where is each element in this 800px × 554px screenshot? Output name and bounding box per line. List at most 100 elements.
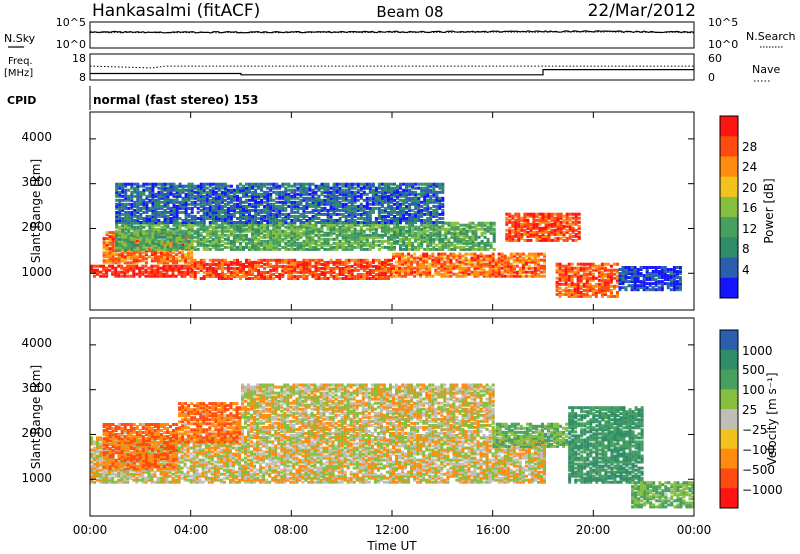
heatmap-cell xyxy=(335,229,339,233)
heatmap-cell xyxy=(562,214,566,218)
heatmap-cell xyxy=(254,198,258,202)
heatmap-cell xyxy=(399,225,402,229)
heatmap-cell xyxy=(251,192,255,196)
heatmap-cell xyxy=(365,270,369,274)
heatmap-cell xyxy=(284,225,288,229)
heatmap-cell xyxy=(571,216,575,220)
heatmap-cell xyxy=(163,239,167,243)
heatmap-cell xyxy=(217,260,221,264)
heatmap-cell xyxy=(305,231,309,235)
heatmap-cell xyxy=(419,264,423,268)
heatmap-cell xyxy=(135,266,139,270)
heatmap-cell xyxy=(239,268,242,272)
heatmap-cell xyxy=(133,233,137,237)
heatmap-cell xyxy=(205,231,209,235)
heatmap-cell xyxy=(236,270,239,274)
heatmap-cell xyxy=(129,261,133,265)
heatmap-cell xyxy=(380,223,384,227)
heatmap-cell xyxy=(287,270,291,274)
heatmap-cell xyxy=(380,198,384,202)
heatmap-cell xyxy=(151,239,155,243)
heatmap-cell xyxy=(377,194,381,198)
heatmap-cell xyxy=(570,292,574,296)
heatmap-cell xyxy=(425,274,429,278)
heatmap-cell xyxy=(477,223,481,227)
heatmap-cell xyxy=(257,192,261,196)
heatmap-cell xyxy=(242,266,245,270)
heatmap-cell xyxy=(423,192,427,196)
heatmap-cell xyxy=(420,221,424,224)
heatmap-cell xyxy=(383,229,387,233)
heatmap-cell xyxy=(380,221,384,225)
heatmap-cell xyxy=(157,206,161,210)
heatmap-cell xyxy=(350,204,354,208)
heatmap-cell xyxy=(377,264,381,268)
heatmap-cell xyxy=(245,198,248,202)
heatmap-cell xyxy=(387,194,390,198)
heatmap-cell xyxy=(480,239,484,243)
heatmap-cell xyxy=(408,204,412,208)
heatmap-cell xyxy=(368,206,372,210)
heatmap-cell xyxy=(217,198,221,202)
heatmap-cell xyxy=(426,206,430,210)
heatmap-cell xyxy=(124,214,128,218)
heatmap-cell xyxy=(485,274,489,278)
heatmap-cell xyxy=(205,243,209,247)
heatmap-cell xyxy=(251,241,255,245)
heatmap-cell xyxy=(450,231,454,235)
heatmap-cell xyxy=(483,245,487,249)
heatmap-cell xyxy=(214,219,218,222)
heatmap-cell xyxy=(390,194,393,198)
heatmap-cell xyxy=(236,247,239,251)
heatmap-cell xyxy=(169,243,172,247)
heatmap-cell xyxy=(166,182,170,186)
heatmap-cell xyxy=(115,217,119,220)
heatmap-cell xyxy=(305,258,309,262)
heatmap-cell xyxy=(151,196,155,200)
heatmap-cell xyxy=(260,231,264,235)
heatmap-cell xyxy=(374,223,378,227)
heatmap-cell xyxy=(505,216,509,220)
heatmap-cell xyxy=(160,239,164,243)
heatmap-cell xyxy=(187,229,191,233)
heatmap-cell xyxy=(214,225,218,229)
noise-left-tick-top: 10^5 xyxy=(56,16,86,29)
heatmap-cell xyxy=(281,231,285,235)
heatmap-cell xyxy=(163,217,167,220)
heatmap-cell xyxy=(290,208,294,212)
heatmap-cell xyxy=(205,239,209,243)
heatmap-cell xyxy=(190,268,194,272)
heatmap-cell xyxy=(408,231,412,235)
heatmap-cell xyxy=(181,239,185,243)
heatmap-cell xyxy=(401,266,405,270)
heatmap-cell xyxy=(405,182,409,186)
heatmap-cell xyxy=(269,221,273,224)
heatmap-cell xyxy=(320,258,324,262)
heatmap-cell xyxy=(405,198,409,202)
heatmap-cell xyxy=(193,273,197,276)
heatmap-cell xyxy=(302,184,306,188)
heatmap-cell xyxy=(564,268,568,272)
heatmap-cell xyxy=(420,243,424,247)
heatmap-cell xyxy=(111,237,115,241)
heatmap-cell xyxy=(350,182,354,186)
heatmap-cell xyxy=(160,200,164,204)
heatmap-cell xyxy=(245,273,248,276)
heatmap-cell xyxy=(344,241,348,245)
heatmap-cell xyxy=(359,208,363,212)
heatmap-cell xyxy=(359,239,363,243)
heatmap-cell xyxy=(371,202,375,206)
heatmap-cell xyxy=(181,223,185,227)
heatmap-cell xyxy=(320,262,324,266)
heatmap-cell xyxy=(257,231,261,235)
heatmap-cell xyxy=(186,272,190,276)
heatmap-cell xyxy=(429,210,433,214)
heatmap-cell xyxy=(497,270,501,274)
heatmap-cell xyxy=(511,222,515,226)
heatmap-cell xyxy=(287,233,291,237)
heatmap-cell xyxy=(160,204,164,208)
heatmap-cell xyxy=(468,229,472,233)
heatmap-cell xyxy=(335,247,339,251)
heatmap-cell xyxy=(350,258,354,262)
heatmap-cell xyxy=(356,223,360,227)
